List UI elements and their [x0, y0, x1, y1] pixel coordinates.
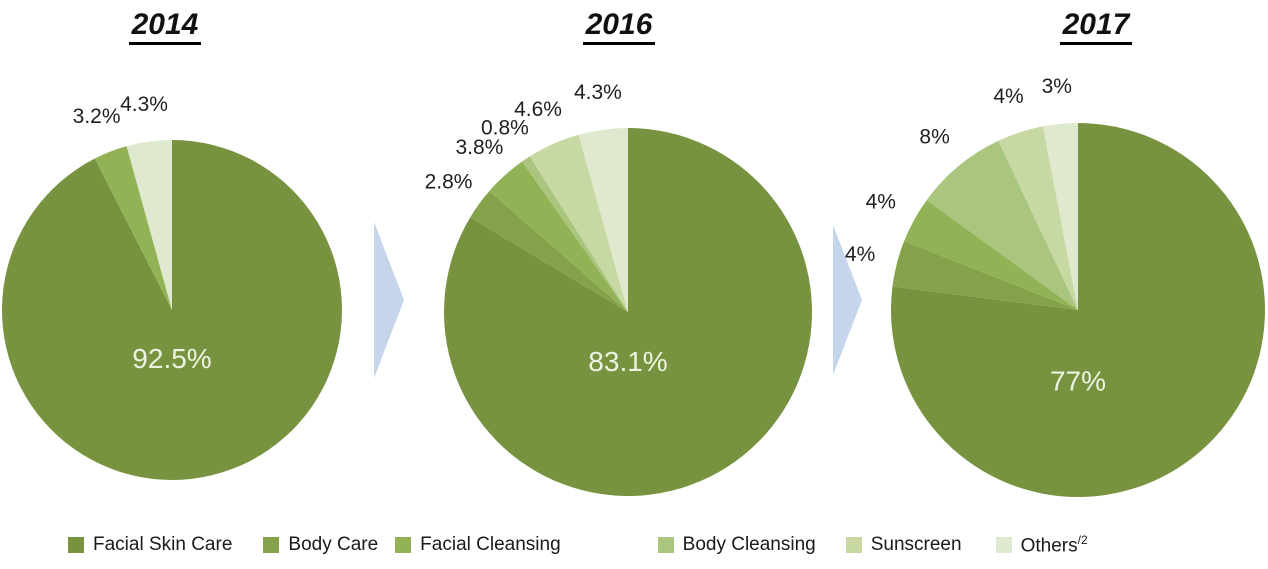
legend-item-body-cleansing: Body Cleansing — [657, 534, 816, 556]
pie-outside-label-2016-body-care: 2.8% — [425, 170, 473, 193]
pie-slice-2017-body-cleansing — [926, 140, 1078, 310]
year-title-2016: 2016 — [549, 8, 689, 45]
pie-slice-2017-facial-skin-care — [890, 123, 1265, 497]
growth-arrow-1 — [374, 222, 404, 378]
pie-slice-2016-body-cleansing — [522, 156, 628, 312]
pie-outside-label-2014-others: 4.3% — [120, 93, 168, 116]
pie-outside-label-2017-sunscreen: 4% — [993, 85, 1023, 108]
legend-item-facial-skin-care: Facial Skin Care — [68, 534, 232, 556]
pie-slice-2016-facial-skin-care — [443, 128, 812, 497]
legend: Facial Skin Care Body Care Facial Cleansin… — [68, 531, 1088, 559]
pie-slice-2014-facial-skin-care — [2, 140, 343, 480]
legend-label-sunscreen: Sunscreen — [870, 534, 962, 555]
legend-item-body-care: Body Care — [263, 534, 378, 556]
pie-slice-2014-others — [126, 140, 172, 310]
legend-label-facial-skin-care: Facial Skin Care — [93, 534, 233, 555]
pie-slice-2016-facial-cleansing — [489, 161, 628, 312]
year-title-2017-text: 2017 — [1059, 8, 1133, 45]
pie-outside-label-2016-body-cleansing: 0.8% — [481, 116, 529, 139]
legend-footnote-marker: /2 — [1077, 532, 1088, 547]
pie-outside-label-2017-others: 3% — [1042, 75, 1072, 98]
pie-inside-label-2016: 83.1% — [588, 346, 667, 377]
pie-slice-2017-facial-cleansing — [904, 200, 1078, 310]
legend-swatch-facial-cleansing — [395, 537, 412, 553]
legend-label-body-care: Body Care — [288, 534, 379, 555]
growth-arrow-2 — [833, 225, 862, 375]
pie-outside-label-2017-facial-cleansing: 4% — [866, 191, 896, 214]
pie-outside-label-2017-body-cleansing: 8% — [919, 126, 949, 149]
year-title-2016-text: 2016 — [582, 8, 656, 45]
pie-outside-label-2016-others: 4.3% — [574, 81, 622, 104]
pie-outside-label-2016-sunscreen: 4.6% — [514, 98, 562, 121]
year-title-2017: 2017 — [1026, 8, 1166, 45]
legend-label-facial-cleansing: Facial Cleansing — [420, 534, 561, 555]
pie-slice-2016-body-care — [470, 191, 628, 312]
pie-inside-label-2017: 77% — [1050, 365, 1106, 396]
legend-swatch-others — [995, 536, 1012, 553]
year-title-2014: 2014 — [95, 8, 235, 45]
legend-item-sunscreen: Sunscreen — [845, 534, 962, 556]
legend-item-others: Others/2 — [995, 532, 1088, 557]
legend-swatch-sunscreen — [845, 537, 862, 553]
pie-slice-2017-body-care — [892, 241, 1078, 310]
legend-swatch-body-care — [263, 537, 280, 553]
pie-outside-label-2016-facial-cleansing: 3.8% — [455, 136, 503, 159]
legend-item-facial-cleansing: Facial Cleansing — [395, 534, 561, 556]
pie-inside-label-2014: 92.5% — [132, 343, 211, 374]
pie-outside-label-2017-body-care: 4% — [845, 243, 875, 266]
pie-slice-2017-others — [1042, 123, 1078, 310]
pie-slice-2016-others — [578, 128, 628, 312]
legend-swatch-body-cleansing — [657, 537, 674, 553]
pie-slice-2017-sunscreen — [998, 126, 1078, 310]
pie-slice-2014-facial-cleansing — [94, 146, 172, 310]
pie-slice-2016-sunscreen — [529, 134, 628, 312]
pie-outside-label-2014-facial-cleansing: 3.2% — [73, 105, 121, 128]
year-title-2014-text: 2014 — [128, 8, 202, 45]
legend-label-others: Others/2 — [1020, 532, 1088, 557]
legend-swatch-facial-skin-care — [68, 537, 84, 553]
legend-label-body-cleansing: Body Cleansing — [682, 534, 816, 555]
